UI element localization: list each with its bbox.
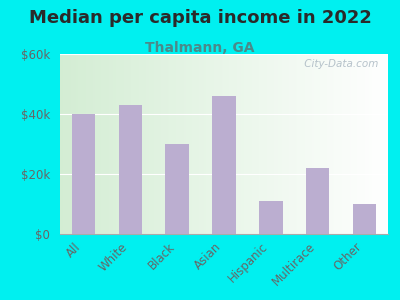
Bar bbox=[306, 168, 330, 234]
Text: City-Data.com: City-Data.com bbox=[301, 59, 378, 69]
Bar bbox=[212, 96, 236, 234]
Bar bbox=[353, 204, 376, 234]
Bar bbox=[118, 105, 142, 234]
Text: Median per capita income in 2022: Median per capita income in 2022 bbox=[28, 9, 372, 27]
Text: Thalmann, GA: Thalmann, GA bbox=[145, 40, 255, 55]
Bar bbox=[166, 144, 189, 234]
Bar bbox=[259, 201, 282, 234]
Bar bbox=[72, 114, 95, 234]
